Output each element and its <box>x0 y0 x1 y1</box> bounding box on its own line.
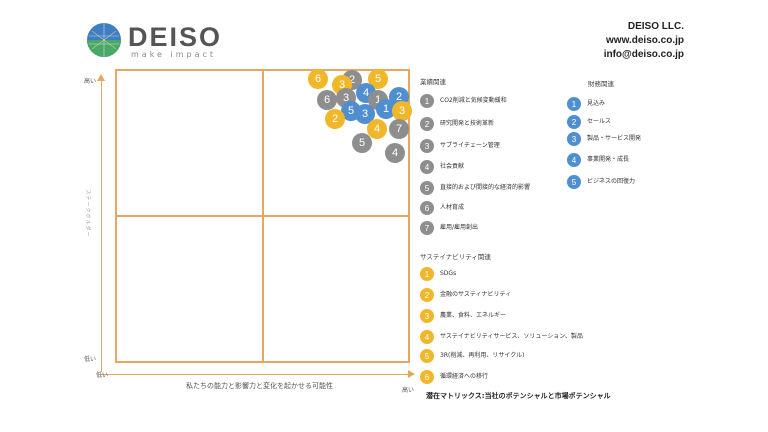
legend-number: 5 <box>567 175 581 189</box>
bubble-item: 5 <box>368 69 388 89</box>
legend-item: 1 SDGs <box>420 267 456 281</box>
legend-item: 4 事業開発・成長 <box>567 153 629 167</box>
legend-item: 7 雇用/雇用創出 <box>420 221 478 235</box>
y-axis-high-label: 高い <box>84 78 97 85</box>
bubble-item: 1 <box>376 99 396 119</box>
matrix-horizontal-divider <box>115 215 410 217</box>
legend-label: 人材育成 <box>440 204 465 211</box>
legend-item: 3 農業、食料、エネルギー <box>420 309 506 323</box>
bubble-item: 4 <box>367 119 387 139</box>
legend-performance-title: 業績関連 <box>420 78 446 86</box>
legend-item: 6 人材育成 <box>420 201 464 215</box>
bubble-item: 7 <box>389 119 409 139</box>
legend-label: 社会貢献 <box>440 163 465 170</box>
legend-number: 5 <box>420 181 434 195</box>
legend-item: 5 ビジネスの回復力 <box>567 175 635 189</box>
legend-item: 2 金融のサスティナビリティ <box>420 288 511 302</box>
legend-number: 6 <box>420 370 434 384</box>
legend-number: 3 <box>420 309 434 323</box>
company-website[interactable]: www.deiso.co.jp <box>606 35 684 46</box>
legend-item: 4 サステイナビリティサービス、ソリューション、製品 <box>420 330 630 344</box>
legend-label: 研究開発と技術革新 <box>440 120 495 127</box>
bubble-item: 2 <box>325 109 345 129</box>
legend-item: 6 循環経済への移行 <box>420 370 488 384</box>
x-axis-low-label: 低い <box>96 372 109 379</box>
logo-wordmark: DEISO <box>128 22 223 52</box>
y-axis-arrow <box>97 74 105 81</box>
y-axis-line <box>101 80 102 372</box>
legend-label: 金融のサスティナビリティ <box>440 291 512 298</box>
legend-number: 5 <box>420 349 434 363</box>
legend-label: 3R(削減、再利用、リサイクル) <box>440 352 525 359</box>
matrix-caption: 潜在マトリックス:当社のポテンシャルと市場ポテンシャル <box>426 392 611 400</box>
x-axis-title: 私たちの能力と影響力と変化を起かせる可能性 <box>186 382 333 390</box>
logo-tagline: make impact <box>131 50 217 59</box>
legend-label: セールス <box>587 118 612 125</box>
legend-item: 2 セールス <box>567 115 611 129</box>
legend-number: 7 <box>420 221 434 235</box>
legend-number: 6 <box>420 201 434 215</box>
legend-number: 1 <box>420 94 434 108</box>
legend-item: 4 社会貢献 <box>420 160 464 174</box>
legend-label: 雇用/雇用創出 <box>440 224 479 231</box>
x-axis-line <box>101 374 411 375</box>
legend-item: 2 研究開発と技術革新 <box>420 117 494 131</box>
logo-globe-icon <box>87 23 121 57</box>
legend-item: 3 製品・サービス開発 <box>567 132 641 146</box>
legend-sustainability-title: サステイナビリティ関連 <box>420 253 491 261</box>
legend-number: 4 <box>567 153 581 167</box>
bubble-item: 5 <box>352 133 372 153</box>
legend-number: 1 <box>567 97 581 111</box>
legend-number: 1 <box>420 267 434 281</box>
x-axis-arrow <box>408 370 415 378</box>
legend-label: サプライチェーン管理 <box>440 142 500 149</box>
company-contact: DEISO LLC. www.deiso.co.jp info@deiso.co… <box>604 20 684 62</box>
legend-label: 農業、食料、エネルギー <box>440 312 507 319</box>
legend-label: 直接的および間接的な経済的影響 <box>440 184 531 191</box>
legend-number: 2 <box>420 117 434 131</box>
legend-label: 循環経済への移行 <box>440 373 489 380</box>
bubble-item: 6 <box>308 69 328 89</box>
legend-item: 1 見込み <box>567 97 605 111</box>
bubble-item: 3 <box>392 101 412 121</box>
legend-label: CO2削減と気候変動緩和 <box>440 97 507 104</box>
x-axis-high-label: 高い <box>402 387 415 394</box>
legend-label: 事業開発・成長 <box>587 156 630 163</box>
legend-label: SDGs <box>440 270 457 277</box>
legend-number: 4 <box>420 160 434 174</box>
legend-number: 4 <box>420 330 434 344</box>
bubble-item: 3 <box>355 104 375 124</box>
legend-number: 3 <box>420 139 434 153</box>
bubble-item: 6 <box>317 90 337 110</box>
legend-financial-title: 財務関連 <box>588 80 614 88</box>
legend-label: 製品・サービス開発 <box>587 135 642 142</box>
legend-number: 2 <box>420 288 434 302</box>
y-axis-low-label: 低い <box>84 356 97 363</box>
bubble-item: 4 <box>385 143 405 163</box>
company-email[interactable]: info@deiso.co.jp <box>603 49 684 60</box>
legend-label: サステイナビリティサービス、ソリューション、製品 <box>440 333 583 340</box>
legend-item: 1 CO2削減と気候変動緩和 <box>420 94 507 108</box>
legend-number: 2 <box>567 115 581 129</box>
legend-item: 5 直接的および間接的な経済的影響 <box>420 181 530 195</box>
legend-label: 見込み <box>587 100 606 107</box>
legend-item: 3 サプライチェーン管理 <box>420 139 500 153</box>
legend-item: 5 3R(削減、再利用、リサイクル) <box>420 349 524 363</box>
company-name: DEISO LLC. <box>627 21 684 32</box>
legend-number: 3 <box>567 132 581 146</box>
y-axis-title: ステークホルダー <box>84 189 91 238</box>
legend-label: ビジネスの回復力 <box>587 178 636 185</box>
